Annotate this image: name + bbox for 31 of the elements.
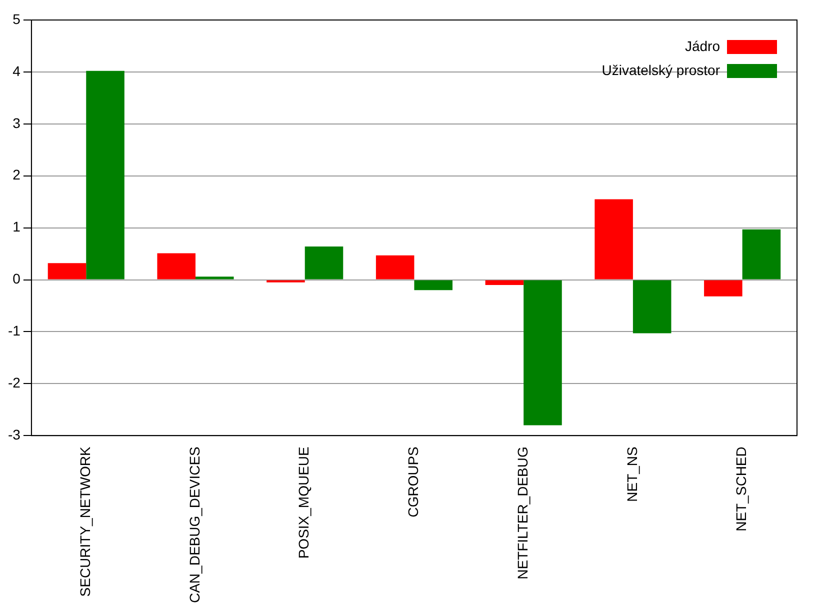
x-tick-label: NET_NS xyxy=(624,446,640,502)
legend-label: Uživatelský prostor xyxy=(602,62,720,78)
x-tick-label: NET_SCHED xyxy=(733,446,750,532)
y-tick-label: 4 xyxy=(12,62,21,79)
y-tick-label: -1 xyxy=(8,322,21,339)
x-tick-label: NETFILTER_DEBUG xyxy=(514,446,530,580)
y-tick-label: 5 xyxy=(12,10,21,27)
bar xyxy=(485,280,524,285)
bar xyxy=(195,276,234,280)
y-tick-label: -3 xyxy=(8,426,21,442)
y-tick-label: 2 xyxy=(12,166,21,183)
bar xyxy=(48,263,86,280)
bar xyxy=(632,280,672,334)
bar xyxy=(304,246,344,280)
y-tick-label: 0 xyxy=(12,270,21,287)
bar xyxy=(704,280,742,296)
legend-label: Jádro xyxy=(684,38,720,54)
y-tick-label: 3 xyxy=(12,114,21,131)
bar xyxy=(157,253,196,280)
bar xyxy=(594,199,633,280)
bar xyxy=(414,280,452,290)
x-tick-label: SECURITY_NETWORK xyxy=(76,446,93,597)
bar xyxy=(86,70,124,280)
x-tick-label: CAN_DEBUG_DEVICES xyxy=(186,446,202,604)
bar xyxy=(524,280,562,426)
x-tick-label: POSIX_MQUEUE xyxy=(296,446,312,559)
bar xyxy=(742,229,781,280)
y-tick-label: 1 xyxy=(12,218,21,235)
y-tick-label: -2 xyxy=(8,374,21,391)
bar xyxy=(376,255,414,280)
x-tick-label: CGROUPS xyxy=(405,446,422,518)
